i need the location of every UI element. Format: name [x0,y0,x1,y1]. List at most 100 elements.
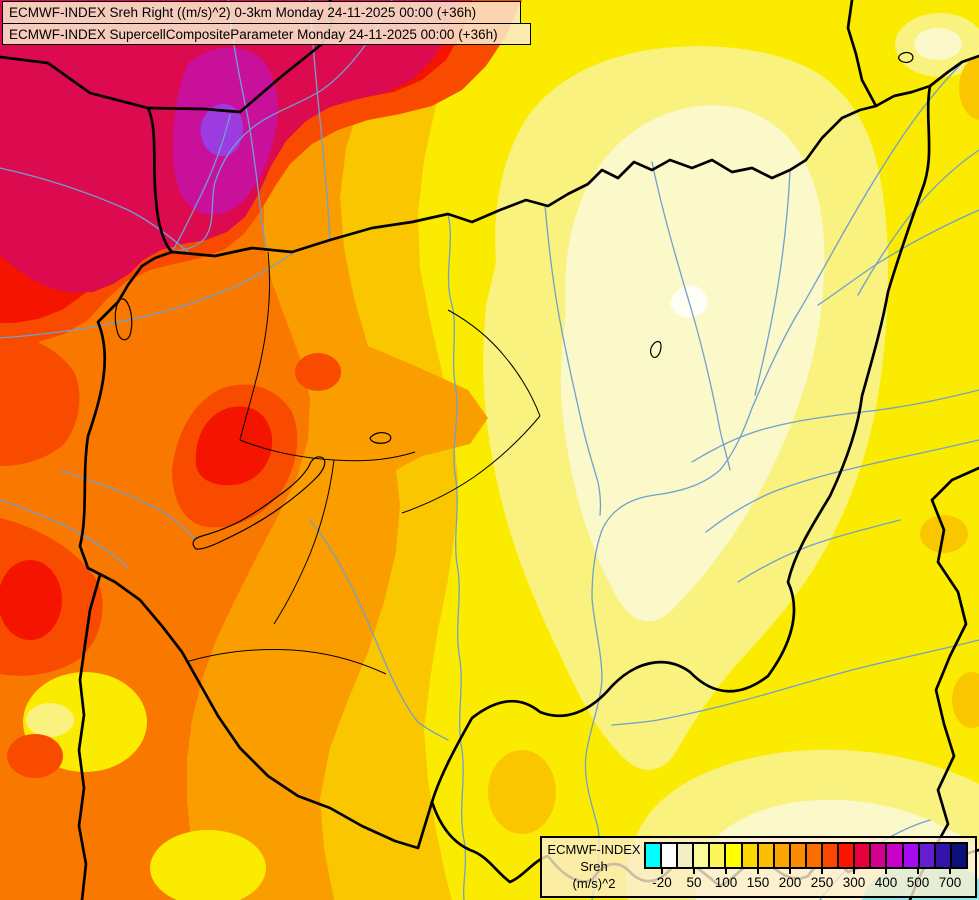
contour-spot-cream-ne [914,28,962,60]
border-hungary-north [170,84,932,258]
legend-color-cell [662,844,679,867]
map-title-line2: ECMWF-INDEX SupercellCompositeParameter … [2,23,531,45]
river-austria [0,167,189,253]
legend-color-cell [823,844,840,867]
river-danube-south [447,213,467,900]
river-szamos [817,209,979,306]
legend-color-cell [887,844,904,867]
lake-ne-small-outline [898,51,914,63]
legend-color-cell [951,844,966,867]
legend-tick [821,869,823,874]
contour-spot-gold-necorner [959,56,979,120]
border-hungary-croatia-west [78,544,434,850]
border-hungary-romania [430,84,932,804]
river-danube-upper [171,0,393,253]
legend-color-cell [678,844,695,867]
river-koros-3 [737,519,901,583]
legend-color-cell [742,844,759,867]
contour-lobe-red-orange-w [0,332,80,466]
river-maros [611,639,979,726]
contour-pocket-yellow-s [150,830,266,900]
legend-color-cell [935,844,952,867]
lake-neusiedl-outline [114,298,133,341]
legend-tick-label: 150 [746,875,770,890]
river-hernad [754,171,791,396]
river-vah [227,0,269,253]
legend-color-cell [694,844,711,867]
legend-tick-label: -20 [652,875,672,890]
contour-spot-gold-edge [952,672,979,728]
legend-color-cell [726,844,743,867]
border-austria-hungary [78,250,174,548]
legend-parameter-name: Sreh [580,859,608,874]
contour-core-purple [200,103,244,157]
legend-color-cell [806,844,824,867]
legend-tick-label: 50 [686,875,702,890]
legend-titles: ECMWF-INDEX Sreh (m/s)^2 [544,841,644,892]
contour-spot-red-orange-c [295,353,341,391]
river-koros-2 [705,439,979,533]
legend-color-cell [871,844,888,867]
legend-color-cell [758,844,775,867]
border-czech-austria [0,55,242,114]
contour-band-cream [560,105,825,622]
river-raba [0,253,293,339]
legend-tick-label: 100 [714,875,738,890]
county-borders [185,251,541,675]
legend-tick [693,869,695,874]
contour-core-red-west [0,560,62,640]
legend-color-cell [790,844,807,867]
legend-tick [917,869,919,874]
legend-tick-label: 400 [874,875,898,890]
legend-tick [661,869,663,874]
river-bodrog [857,149,979,296]
map-title-text-1: ECMWF-INDEX Sreh Right ((m/s)^2) 0-3km M… [9,5,477,20]
county-line [401,415,541,514]
legend-tick [853,869,855,874]
border-slovakia-ukraine [846,0,878,108]
legend-color-cell [919,844,936,867]
contour-spot-red-orange-bl [7,734,63,778]
legend-tick [789,869,791,874]
legend-color-cell [839,844,856,867]
county-line [273,459,335,625]
legend-tick-label: 700 [938,875,962,890]
legend-tick-label: 300 [842,875,866,890]
contour-high-bands [0,0,522,900]
lake-tisza-outline [650,340,662,358]
legend-tick-label: 500 [906,875,930,890]
river-morava [171,114,231,253]
legend-model-name: ECMWF-INDEX [547,842,641,857]
legend-color-cell [646,844,663,867]
contour-core-red-balaton [195,406,273,486]
legend-color-cell [710,844,727,867]
legend-color-cell [903,844,920,867]
contour-spot-gold-southcenter [488,750,556,834]
border-austria-slovakia [146,106,174,254]
county-line [239,251,271,441]
river-mura [0,499,129,569]
legend-tick [949,869,951,874]
legend-unit: (m/s)^2 [572,876,616,891]
lake-velence-outline [369,432,392,444]
river-koros-1 [691,389,979,463]
legend-color-cell [774,844,791,867]
legend-tick [725,869,727,874]
county-line [185,649,387,675]
legend-colorbar [644,842,968,869]
contour-pocket-pale-sw [26,703,74,737]
river-sio [309,519,449,741]
legend-tick-label: 200 [778,875,802,890]
border-slovenia-croatia [77,573,102,900]
map-title-line1: ECMWF-INDEX Sreh Right ((m/s)^2) 0-3km M… [2,1,521,23]
border-ukraine-east [928,54,979,88]
legend-color-cell [855,844,872,867]
river-sajo [651,161,731,471]
map-title-text-2: ECMWF-INDEX SupercellCompositeParameter … [9,26,498,42]
river-zagyva [544,204,602,516]
legend-tick-label: 250 [810,875,834,890]
legend-tick [757,869,759,874]
